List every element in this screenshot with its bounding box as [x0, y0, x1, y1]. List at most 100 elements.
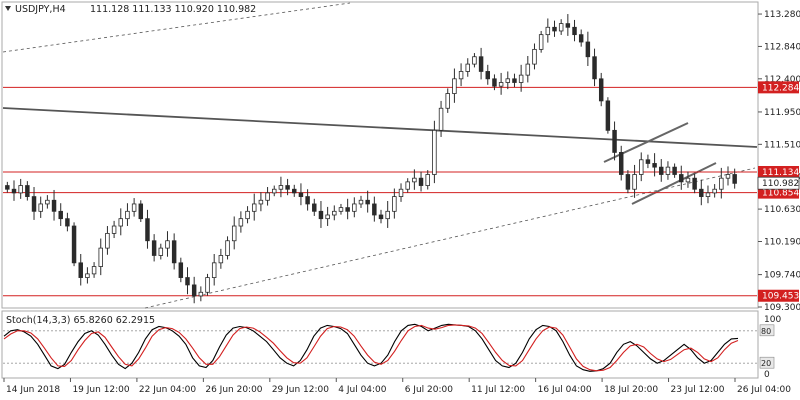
candle: [545, 18, 551, 43]
candle: [205, 273, 210, 296]
candle: [58, 203, 63, 226]
candle: [679, 165, 684, 190]
candle: [512, 73, 517, 88]
candle: [298, 183, 304, 206]
level-tag: 112.284: [758, 81, 799, 94]
time-tick-label: 22 Jun 04:00: [139, 385, 196, 395]
candle-body: [512, 78, 517, 83]
price-tick-label: 110.190: [764, 237, 800, 247]
candle: [211, 254, 217, 286]
candle: [605, 97, 611, 134]
candle: [592, 48, 597, 87]
candle: [38, 196, 43, 218]
candle: [105, 226, 110, 255]
candle-body: [525, 63, 531, 76]
candle: [198, 286, 204, 302]
candle: [158, 243, 164, 260]
candle: [151, 234, 157, 262]
candle: [145, 209, 150, 249]
candle: [392, 188, 397, 219]
candle: [478, 47, 484, 80]
candle: [131, 198, 137, 217]
candle-body: [618, 152, 624, 175]
candle: [338, 203, 344, 215]
candle: [225, 236, 230, 260]
candle-body: [478, 56, 484, 72]
candle-body: [245, 210, 250, 220]
candle-body: [438, 107, 444, 131]
candle-body: [578, 34, 584, 43]
candle-body: [131, 203, 137, 212]
candle-body: [125, 210, 130, 220]
candle-body: [85, 273, 90, 278]
candle: [265, 187, 270, 206]
stoch-main-line: [3, 323, 739, 372]
candle-body: [505, 78, 511, 83]
price-tick-label: 113.280: [764, 10, 800, 20]
candle-body: [218, 255, 224, 264]
candle: [305, 189, 310, 211]
candle: [498, 72, 504, 95]
candle-body: [211, 262, 217, 278]
level-tag-label: 109.453: [762, 292, 799, 302]
ohlc-values: 111.128 111.133 110.920 110.982: [90, 4, 256, 15]
candle-body: [412, 177, 417, 183]
candle: [218, 248, 224, 269]
candle-body: [118, 218, 124, 227]
level-tag: 111.134: [758, 166, 799, 179]
candle: [552, 20, 557, 37]
candle-body: [278, 185, 284, 190]
candle-body: [452, 78, 457, 94]
candle: [65, 212, 70, 232]
candle: [318, 201, 324, 228]
candle: [458, 63, 464, 87]
candle: [645, 154, 651, 169]
candle: [165, 231, 170, 257]
stoch-signal-line: [3, 324, 739, 372]
candle: [238, 211, 244, 233]
chart-header: USDJPY,H4 111.128 111.133 110.920 110.98…: [5, 4, 256, 15]
candle-body: [432, 129, 437, 175]
dropdown-arrow-icon[interactable]: [5, 6, 11, 11]
candle: [278, 176, 284, 198]
candle: [85, 267, 90, 284]
candle-body: [185, 277, 190, 286]
candle-body: [312, 203, 317, 212]
candle: [258, 192, 264, 212]
time-axis: 14 Jun 2018 19 Jun 12:00 22 Jun 04:00 26 Ju…: [3, 378, 791, 395]
candle-body: [672, 166, 677, 175]
candle-body: [558, 23, 564, 32]
candle-body: [272, 188, 277, 194]
candle-body: [365, 199, 370, 205]
candle: [185, 267, 190, 295]
current-price-label: 110.982: [762, 179, 799, 189]
stoch-tick-label: 0: [764, 370, 770, 380]
candle-body: [191, 284, 197, 297]
candle: [732, 168, 737, 189]
stoch-level-tag: 20: [759, 356, 775, 369]
candle-body: [552, 26, 557, 32]
candle: [98, 238, 103, 276]
level-tag-bg: [758, 81, 799, 94]
candle-body: [111, 225, 117, 234]
candle-body: [585, 41, 591, 58]
level-tag-bg: [758, 166, 799, 179]
candle: [25, 181, 30, 201]
candle: [178, 257, 184, 283]
candle: [372, 196, 377, 222]
candle-body: [425, 174, 430, 186]
candle: [652, 153, 657, 177]
candle-body: [31, 196, 37, 212]
candle: [618, 145, 624, 181]
candle-body: [685, 177, 691, 183]
candle: [465, 58, 470, 77]
candle-body: [5, 185, 10, 190]
candle-body: [652, 163, 657, 168]
price-tick-label: 111.950: [764, 108, 800, 118]
candle-body: [492, 78, 497, 87]
candle-body: [605, 100, 611, 131]
candle-body: [25, 185, 30, 197]
candle: [272, 185, 277, 197]
stochastic-oscillator: 80 20 100 0: [3, 315, 781, 380]
